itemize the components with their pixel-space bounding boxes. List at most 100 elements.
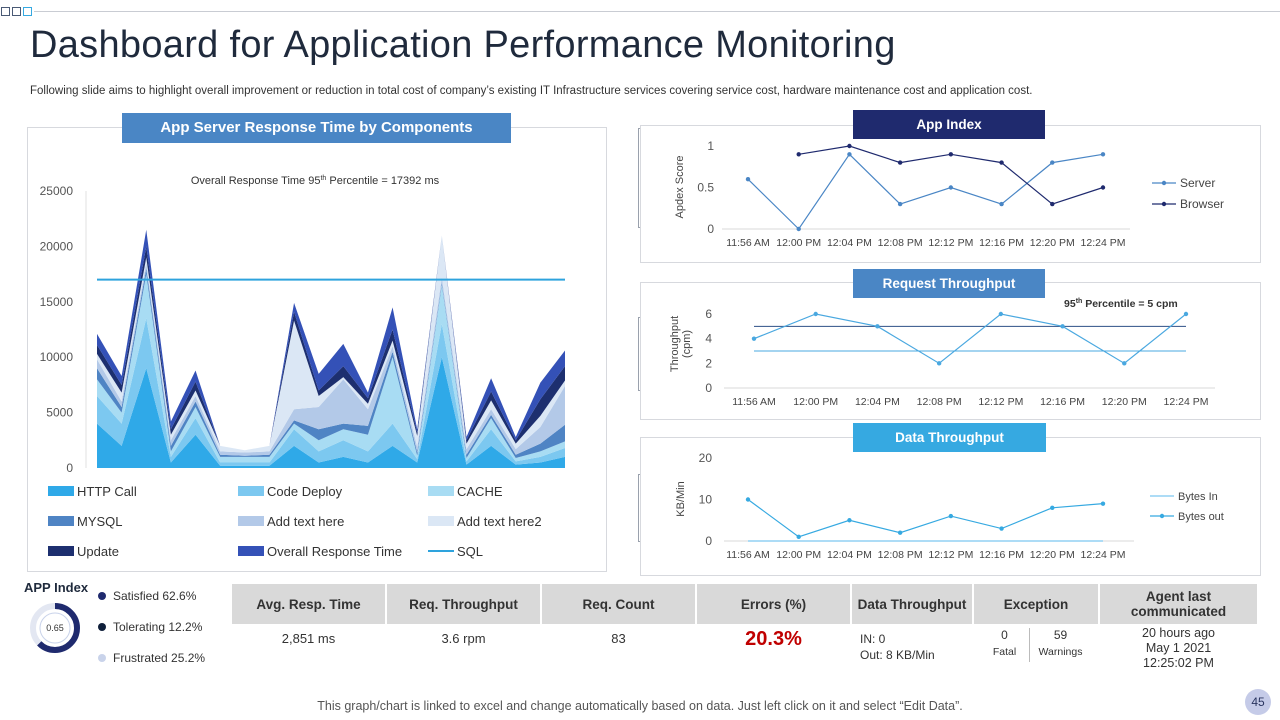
legend-label-add-text-here2: Add text here2: [457, 514, 542, 529]
data-point-server: [745, 177, 751, 182]
legend-label-overall-response-time: Overall Response Time: [267, 544, 402, 559]
y-tick-label: 10: [699, 493, 713, 507]
y-tick-label: 0: [705, 381, 712, 395]
legend-label-sql: SQL: [457, 544, 483, 559]
frustrated-dot: [98, 654, 106, 662]
top-divider: [34, 11, 1280, 12]
x-tick-label: 12:12 PM: [978, 396, 1023, 408]
y-tick-label: 10000: [40, 350, 74, 364]
request-throughput-chart[interactable]: Throughput(cpm) 95th Percentile = 5 cpm …: [640, 282, 1259, 418]
data-point-browser: [847, 143, 852, 149]
response-time-annotation: Overall Response Time 95th Percentile = …: [191, 175, 440, 187]
legend-label-add-text-here: Add text here: [267, 514, 344, 529]
x-tick-label: 12:00 PM: [793, 396, 838, 408]
data-point-server: [1100, 152, 1106, 157]
x-tick-label: 12:20 PM: [1030, 549, 1075, 561]
data-throughput-chart[interactable]: KB/Min 20 10 0 11:56 AM 12:00 PM 12:04 PM 12:0…: [640, 437, 1259, 574]
x-tick-label: 11:56 AM: [726, 237, 770, 249]
data-point-server: [897, 201, 903, 207]
legend-label-mysql: MYSQL: [77, 514, 123, 529]
x-tick-label: 12:12 PM: [928, 237, 973, 249]
legend-marker-bytes-out: [1159, 513, 1165, 519]
data-throughput-panel: [640, 437, 1261, 576]
app-index-chart[interactable]: Apdex Score 1 0.5 0 11:56 AM 12:00 PM 12:04 P…: [640, 125, 1259, 261]
data-throughput-title: Data Throughput: [853, 423, 1046, 452]
app-index-title: App Index: [853, 110, 1045, 139]
y-tick-label: 0: [705, 534, 712, 548]
kpi-value-row: 2,851 ms 3.6 rpm 83 20.3% IN: 0 Out: 8 K…: [232, 624, 1259, 672]
data-point-bytes-out: [948, 513, 954, 519]
legend-swatch-overall-response-time: [238, 546, 264, 556]
apdex-donut-arc: [30, 603, 80, 653]
app-index-panel: [640, 125, 1261, 263]
data-point-bytes-out: [999, 526, 1004, 531]
x-tick-label: 12:00 PM: [776, 549, 821, 561]
kpi-header: Avg. Resp. Time: [232, 584, 387, 624]
data-point-server: [948, 185, 954, 190]
x-tick-label: 12:20 PM: [1030, 237, 1075, 249]
data-point-bytes-out: [1100, 501, 1106, 506]
y-tick-label: 0: [707, 222, 714, 236]
data-point-bytes-out: [745, 497, 751, 502]
data-out-value: Out: 8 KB/Min: [860, 648, 935, 662]
warnings-count: 59: [1053, 628, 1068, 642]
request-throughput-title: Request Throughput: [853, 269, 1045, 298]
x-tick-label: 12:08 PM: [878, 549, 923, 561]
data-point-bytes-out: [1050, 505, 1055, 510]
fatal-label: Fatal: [992, 646, 1017, 658]
y-tick-label: 6: [705, 307, 712, 321]
req-count-value: 83: [542, 624, 697, 672]
x-tick-label: 12:08 PM: [917, 396, 962, 408]
x-tick-label: 12:08 PM: [878, 237, 923, 249]
area-cache: [97, 274, 565, 463]
data-point-throughput: [813, 311, 818, 317]
x-tick-label: 12:00 PM: [776, 237, 821, 249]
x-tick-label: 12:20 PM: [1102, 396, 1147, 408]
request-throughput-annotation: 95th Percentile = 5 cpm: [1064, 298, 1178, 310]
data-point-server: [796, 226, 801, 232]
area-add-text-here2: [97, 235, 565, 453]
x-tick-label: 12:24 PM: [1081, 237, 1126, 249]
data-point-throughput: [936, 361, 942, 366]
request-throughput-ylabel: Throughput(cpm): [669, 316, 693, 372]
kpi-header: Data Throughput: [852, 584, 974, 624]
agent-date: May 1 2021: [1145, 641, 1212, 655]
kpi-header: Agent last communicated: [1100, 584, 1259, 624]
x-tick-label: 12:12 PM: [928, 549, 973, 561]
data-point-browser: [796, 152, 801, 157]
response-time-chart[interactable]: Overall Response Time 95th Percentile = …: [27, 160, 605, 570]
area-add-text-here: [97, 263, 565, 456]
data-point-throughput: [751, 336, 757, 341]
area-mysql: [97, 268, 565, 459]
legend-swatch-mysql: [48, 516, 74, 526]
legend-label-server: Server: [1180, 176, 1215, 190]
data-point-bytes-out: [847, 518, 852, 523]
legend-label-update: Update: [77, 544, 119, 559]
y-tick-label: 15000: [40, 295, 74, 309]
data-point-throughput: [1060, 324, 1065, 329]
x-tick-label: 12:16 PM: [979, 237, 1024, 249]
legend-swatch-add-text-here2: [428, 516, 454, 526]
kpi-header-row: Avg. Resp. Time Req. Throughput Req. Cou…: [232, 584, 1259, 624]
x-tick-label: 11:56 AM: [726, 549, 770, 561]
data-point-browser: [999, 160, 1004, 165]
legend-label-http-call: HTTP Call: [77, 484, 137, 499]
legend-swatch-update: [48, 546, 74, 556]
errors-value: 20.3%: [697, 624, 852, 672]
data-in-value: IN: 0: [860, 632, 886, 646]
page-title: Dashboard for Application Performance Mo…: [30, 24, 896, 66]
apdex-donut: 0.65: [30, 603, 80, 653]
x-tick-label: 12:04 PM: [827, 237, 872, 249]
response-time-panel: [27, 127, 607, 572]
data-point-throughput: [875, 324, 880, 329]
y-tick-label: 25000: [40, 184, 74, 198]
legend-marker-browser: [1161, 201, 1167, 207]
satisfied-dot: [98, 592, 106, 600]
apdex-donut-value: 0.65: [46, 623, 64, 633]
avg-resp-time-value: 2,851 ms: [232, 624, 387, 672]
data-point-browser: [1050, 201, 1055, 207]
data-point-browser: [948, 152, 954, 157]
app-index-ylabel: Apdex Score: [674, 156, 686, 219]
kpi-header: Errors (%): [697, 584, 852, 624]
kpi-table: Avg. Resp. Time Req. Throughput Req. Cou…: [232, 584, 1259, 672]
